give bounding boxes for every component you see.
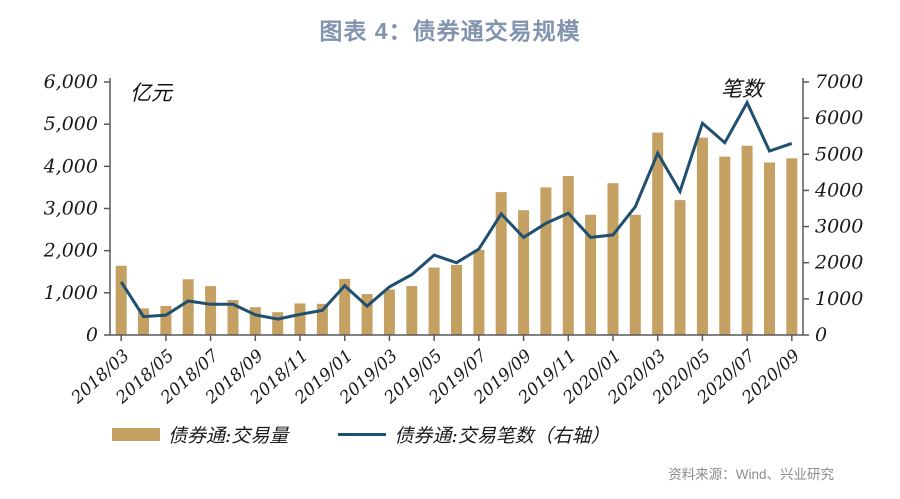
y-tick-label-right: 5000 [815,143,863,165]
bar [160,305,172,335]
legend-label-count: 债券通:交易笔数（右轴） [394,425,610,447]
bar [182,279,194,335]
y-tick-label-left: 1,000 [44,282,98,304]
bar [138,308,149,335]
y-tick-label-left: 0 [86,324,98,346]
source-note: 资料来源：Wind、兴业研究 [668,467,834,482]
bar [428,267,440,335]
bar [585,214,597,335]
bar [361,294,373,335]
bar [316,303,328,335]
bar [227,300,239,335]
bar [249,307,261,335]
y-tick-label-right: 2000 [814,252,863,274]
chart-canvas: 0 1,000 2,000 3,000 4,000 5,000 6,000 0 1000 2000… [43,71,864,409]
y-tick-label-right: 3000 [815,216,863,238]
bar [406,286,418,335]
bar [786,158,798,335]
y-tick-label-right: 1000 [815,288,863,310]
bar [518,210,530,335]
y-tick-label-right: 4000 [814,179,863,201]
y-tick-label-right: 6000 [815,107,863,129]
y-tick-label-right: 7000 [815,71,863,93]
y-tick-label-left: 5,000 [44,113,98,135]
chart-legend: 债券通:交易量 债券通:交易笔数（右轴） [112,421,610,448]
y-tick-label-left: 2,000 [43,240,98,262]
legend-item-count: 债券通:交易笔数（右轴） [338,421,610,448]
bar [652,132,664,335]
bar [629,214,641,335]
bar [205,286,217,335]
bar [451,265,462,335]
bar [674,200,686,335]
y-tick-label-left: 4,000 [43,155,98,177]
line-series [119,99,793,321]
left-axis-unit-label: 亿元 [130,81,174,105]
bar [495,192,507,335]
bar [696,137,708,335]
bar [294,303,306,335]
bar [741,145,753,335]
bar [562,176,574,335]
bar [607,183,619,335]
bar [764,162,775,335]
legend-item-volume: 债券通:交易量 [112,421,288,448]
bar [719,156,731,335]
line-series-swatch [338,433,387,436]
y-tick-label-right: 0 [815,324,827,346]
bar [115,265,127,335]
legend-label-volume: 债券通:交易量 [168,425,289,447]
bar [383,289,395,335]
y-tick-label-left: 6,000 [44,71,98,93]
bar-series-swatch [112,428,160,441]
bar [272,312,284,335]
bar [339,278,351,335]
y-tick-label-left: 3,000 [44,198,98,220]
bar [473,249,485,335]
bar [540,187,552,335]
right-axis-unit-label: 笔数 [721,77,766,101]
chart-title: 图表 4：债券通交易规模 [319,18,581,44]
